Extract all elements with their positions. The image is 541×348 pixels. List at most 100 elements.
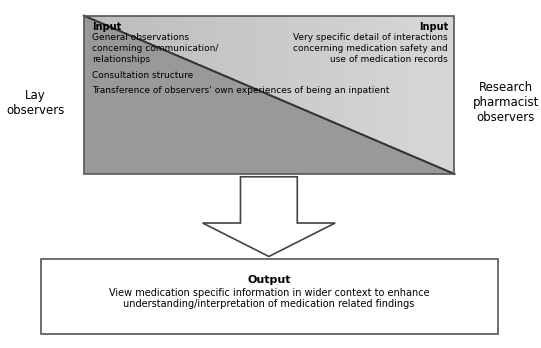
Bar (84, 40, 142, 41)
Bar (375, 140, 454, 141)
Bar (394, 148, 454, 149)
Bar (84, 103, 288, 104)
Bar (278, 98, 454, 99)
Bar (84, 104, 292, 105)
Bar (84, 123, 337, 124)
Bar (325, 16, 329, 119)
Bar (84, 94, 268, 95)
Bar (153, 16, 158, 45)
Bar (84, 139, 374, 140)
Bar (84, 45, 153, 46)
Bar (84, 60, 189, 61)
Bar (84, 71, 214, 72)
Bar (84, 114, 316, 116)
Bar (84, 77, 229, 78)
Bar (385, 144, 454, 145)
Bar (84, 106, 296, 107)
Bar (151, 44, 454, 45)
Bar (84, 110, 305, 111)
Bar (126, 16, 130, 33)
Bar (89, 17, 454, 18)
Bar (84, 148, 394, 149)
Bar (84, 153, 407, 154)
Bar (161, 48, 454, 49)
Bar (349, 129, 454, 130)
Bar (84, 49, 163, 50)
Bar (84, 66, 203, 67)
Bar (418, 158, 454, 159)
Bar (84, 101, 285, 102)
Bar (84, 95, 270, 96)
Bar (84, 133, 359, 134)
Bar (107, 16, 111, 25)
Bar (84, 54, 176, 55)
Bar (301, 16, 306, 109)
Bar (239, 81, 454, 82)
Bar (374, 139, 454, 140)
Bar (84, 144, 385, 145)
Bar (205, 67, 454, 68)
Text: concerning medication safety and: concerning medication safety and (293, 44, 448, 53)
Bar (268, 94, 454, 95)
Bar (440, 16, 445, 168)
Bar (232, 16, 237, 79)
Bar (424, 160, 454, 161)
Bar (84, 113, 313, 114)
Bar (84, 135, 365, 136)
Bar (190, 16, 195, 61)
Bar (135, 37, 454, 38)
Bar (296, 106, 454, 107)
Bar (84, 122, 335, 123)
Bar (84, 59, 187, 60)
Bar (84, 116, 320, 117)
Bar (84, 166, 437, 167)
Bar (315, 16, 320, 114)
Bar (316, 114, 454, 116)
Bar (255, 88, 454, 89)
Bar (248, 85, 454, 86)
Bar (392, 147, 454, 148)
Bar (135, 16, 140, 38)
Bar (84, 61, 190, 62)
Bar (413, 156, 454, 157)
Bar (348, 16, 353, 128)
Bar (98, 16, 102, 22)
Bar (329, 120, 454, 121)
Bar (292, 16, 297, 105)
Bar (163, 16, 167, 49)
Bar (279, 16, 283, 99)
Bar (218, 16, 223, 73)
Bar (84, 57, 181, 58)
Bar (84, 134, 362, 135)
Bar (417, 157, 454, 158)
Bar (84, 165, 435, 166)
Bar (309, 111, 454, 112)
Bar (408, 16, 413, 154)
Bar (84, 16, 87, 17)
Bar (84, 162, 427, 163)
Bar (84, 38, 137, 39)
Bar (213, 70, 454, 71)
Bar (331, 121, 454, 122)
Bar (357, 16, 362, 133)
Bar (84, 170, 446, 171)
Bar (127, 34, 454, 35)
Bar (324, 118, 454, 119)
Bar (275, 97, 454, 98)
Bar (84, 137, 370, 139)
Bar (359, 133, 454, 134)
Bar (172, 53, 454, 54)
Bar (84, 22, 100, 23)
Bar (84, 130, 353, 131)
Bar (404, 16, 408, 152)
Bar (329, 16, 334, 120)
Bar (94, 19, 454, 21)
Bar (422, 16, 427, 160)
Bar (84, 88, 255, 89)
Bar (84, 136, 366, 137)
Bar (118, 30, 454, 31)
Bar (84, 58, 185, 59)
Bar (287, 102, 454, 103)
Bar (257, 89, 454, 90)
Bar (311, 16, 315, 113)
